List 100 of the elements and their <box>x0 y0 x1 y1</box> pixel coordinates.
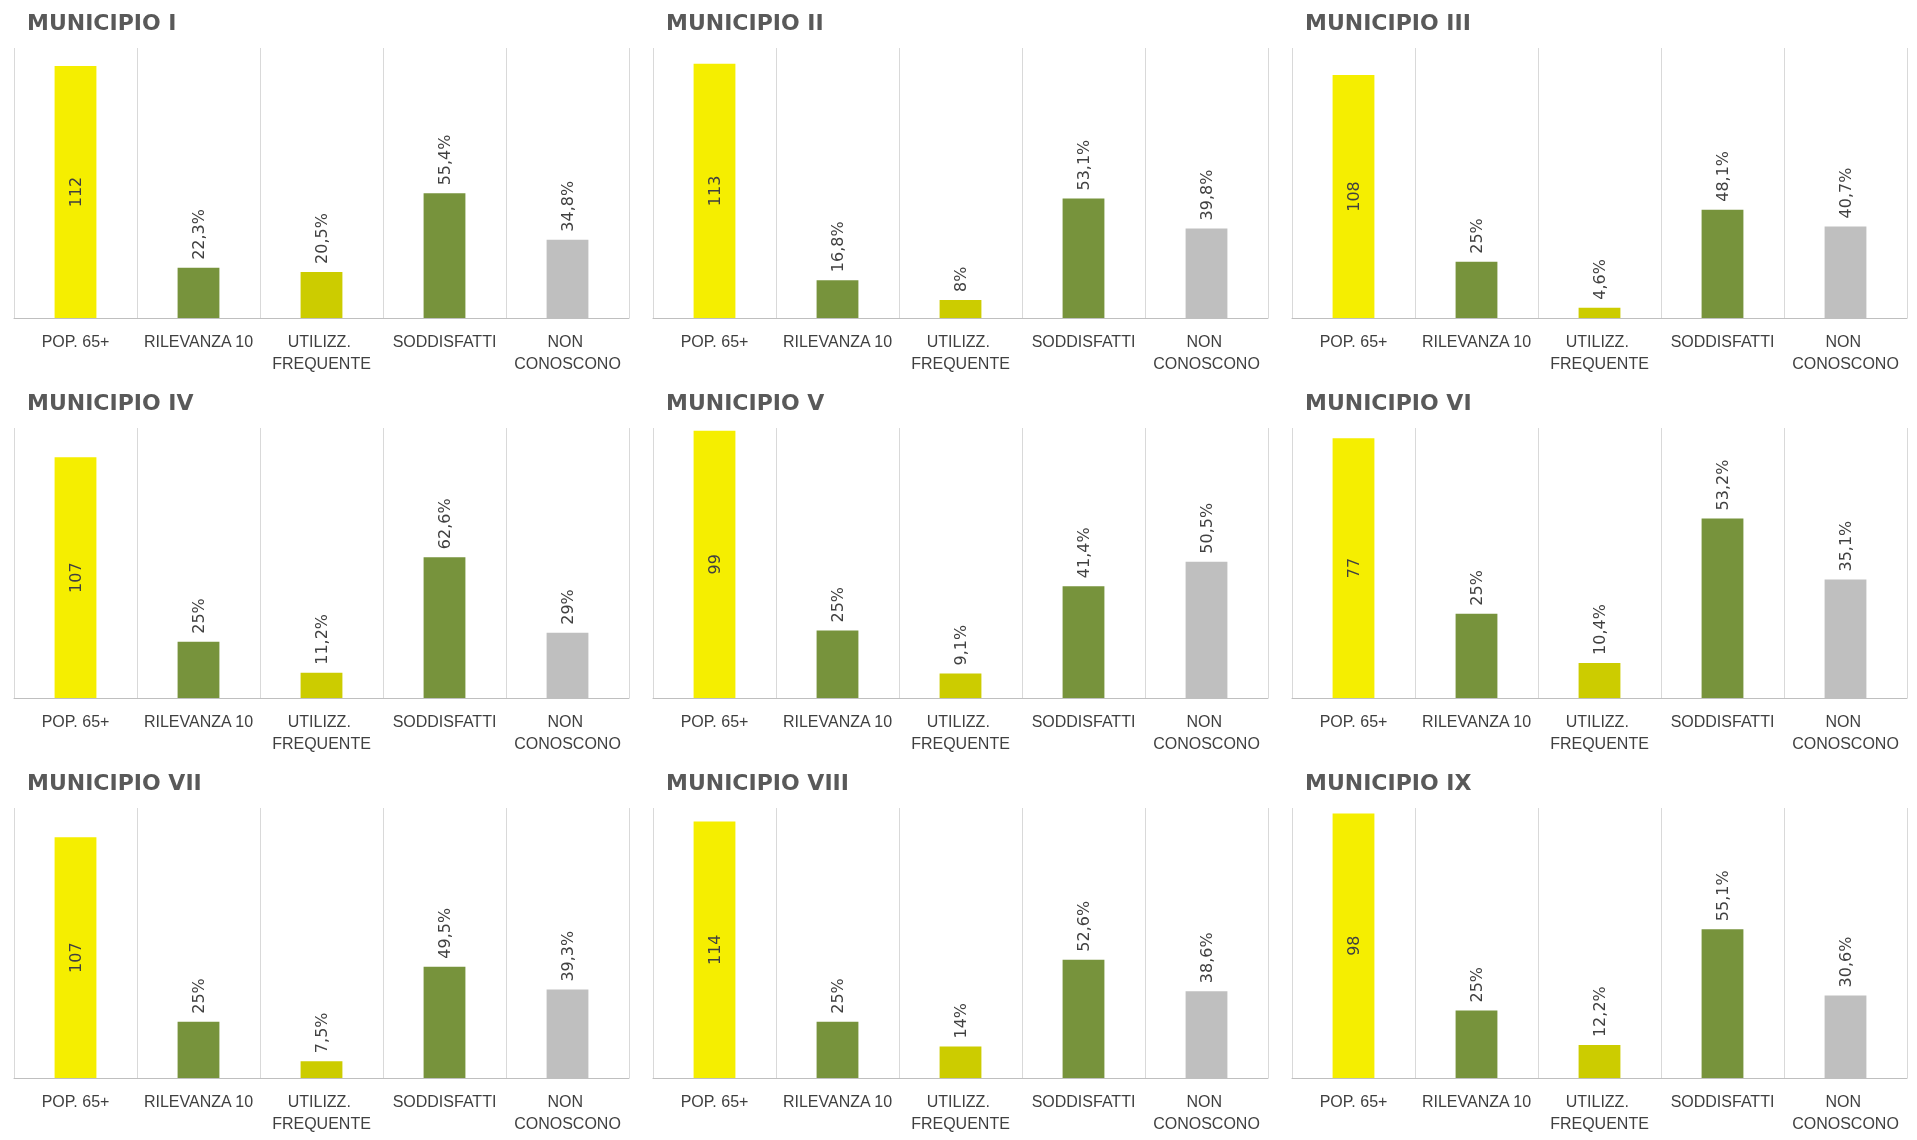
bar <box>816 280 859 318</box>
x-tick-label: POP. 65+ <box>680 712 749 730</box>
data-label: 77 <box>1344 557 1363 579</box>
x-tick-label: POP. 65+ <box>1319 332 1388 350</box>
data-label: 40,7% <box>1836 167 1855 219</box>
data-label: 48,1% <box>1713 150 1732 202</box>
data-label: 55,1% <box>1713 870 1732 922</box>
data-label: 53,1% <box>1074 139 1093 191</box>
data-label: 8% <box>951 266 970 292</box>
x-tick-label: UTILIZZ. FREQUENTE <box>911 712 1010 752</box>
bar <box>1062 959 1105 1078</box>
data-label: 98 <box>1344 935 1363 956</box>
data-label: 25% <box>828 586 847 623</box>
chart-title: MUNICIPIO IX <box>1305 769 1472 795</box>
x-tick-label: NON CONOSCONO <box>514 332 621 372</box>
x-tick-label: POP. 65+ <box>1319 1092 1388 1110</box>
data-label: 39,8% <box>1197 169 1216 221</box>
bar <box>423 193 466 318</box>
x-tick-label: RILEVANZA 10 <box>782 332 893 350</box>
bar <box>1578 1045 1621 1078</box>
x-tick-label: POP. 65+ <box>41 712 110 730</box>
data-label: 25% <box>189 598 208 634</box>
data-label: 25% <box>1467 218 1486 254</box>
x-tick-label: NON CONOSCONO <box>514 1092 621 1132</box>
bar <box>300 672 343 698</box>
chart-title: MUNICIPIO VIII <box>666 769 849 795</box>
x-tick-label: RILEVANZA 10 <box>782 1092 893 1110</box>
bar <box>816 1021 859 1078</box>
bar <box>1332 75 1375 318</box>
data-label: 35,1% <box>1836 520 1855 572</box>
bar <box>1455 613 1498 698</box>
x-tick-label: UTILIZZ. FREQUENTE <box>1550 1092 1649 1132</box>
x-tick-label: SODDISFATTI <box>1031 712 1136 730</box>
x-tick-label: RILEVANZA 10 <box>143 1092 254 1110</box>
data-label: 14% <box>951 1002 970 1039</box>
bar <box>1578 307 1621 318</box>
x-tick-label: RILEVANZA 10 <box>1421 1092 1532 1110</box>
data-label: 11,2% <box>312 613 331 665</box>
x-tick-label: SODDISFATTI <box>392 1092 497 1110</box>
x-tick-label: UTILIZZ. FREQUENTE <box>272 1092 371 1132</box>
data-label: 29% <box>558 589 577 625</box>
x-tick-label: UTILIZZ. FREQUENTE <box>1550 332 1649 372</box>
bar <box>54 457 97 698</box>
x-tick-label: SODDISFATTI <box>1031 332 1136 350</box>
data-label: 99 <box>705 554 724 575</box>
data-label: 20,5% <box>312 213 331 264</box>
bar <box>423 557 466 698</box>
x-tick-label: UTILIZZ. FREQUENTE <box>911 1092 1010 1132</box>
bar <box>939 1046 982 1078</box>
data-label: 38,6% <box>1197 932 1216 984</box>
data-label: 25% <box>1467 966 1486 1003</box>
bar <box>939 673 982 698</box>
x-tick-label: NON CONOSCONO <box>514 712 621 752</box>
data-label: 107 <box>66 562 85 593</box>
x-tick-label: SODDISFATTI <box>1670 332 1775 350</box>
x-tick-label: SODDISFATTI <box>1031 1092 1136 1110</box>
x-tick-label: SODDISFATTI <box>392 712 497 730</box>
bar <box>1701 929 1744 1078</box>
data-label: 4,6% <box>1590 258 1609 300</box>
bar <box>693 821 736 1078</box>
x-tick-label: RILEVANZA 10 <box>143 332 254 350</box>
data-label: 107 <box>66 942 85 973</box>
x-tick-label: RILEVANZA 10 <box>1421 332 1532 350</box>
bar <box>1578 662 1621 698</box>
data-label: 41,4% <box>1074 527 1093 579</box>
data-label: 114 <box>705 934 724 966</box>
data-label: 34,8% <box>558 180 577 232</box>
data-label: 108 <box>1344 181 1363 212</box>
x-tick-label: UTILIZZ. FREQUENTE <box>272 712 371 752</box>
data-label: 55,4% <box>435 134 454 186</box>
bar <box>177 267 220 318</box>
data-label: 12,2% <box>1590 986 1609 1038</box>
x-tick-label: POP. 65+ <box>41 332 110 350</box>
data-label: 50,5% <box>1197 502 1216 554</box>
chart-title: MUNICIPIO VI <box>1305 389 1472 415</box>
bar <box>1062 198 1105 318</box>
bar <box>1701 209 1744 318</box>
data-label: 113 <box>705 175 724 207</box>
x-tick-label: NON CONOSCONO <box>1792 712 1899 752</box>
x-tick-label: NON CONOSCONO <box>1792 1092 1899 1132</box>
bar <box>1455 261 1498 318</box>
chart-title: MUNICIPIO V <box>666 389 825 415</box>
data-label: 25% <box>1467 570 1486 606</box>
data-label: 30,6% <box>1836 936 1855 988</box>
x-tick-label: NON CONOSCONO <box>1153 1092 1260 1132</box>
bar <box>693 63 736 318</box>
x-tick-label: POP. 65+ <box>1319 712 1388 730</box>
bar <box>54 837 97 1078</box>
x-tick-label: POP. 65+ <box>680 1092 749 1110</box>
bar <box>1332 813 1375 1078</box>
bar <box>1455 1010 1498 1078</box>
bar <box>300 1061 343 1078</box>
chart-title: MUNICIPIO III <box>1305 9 1471 35</box>
bar <box>816 630 859 698</box>
bar <box>939 300 982 318</box>
bar <box>1332 438 1375 698</box>
data-label: 16,8% <box>828 221 847 273</box>
chart-title: MUNICIPIO II <box>666 9 824 35</box>
x-tick-label: RILEVANZA 10 <box>1421 712 1532 730</box>
data-label: 52,6% <box>1074 900 1093 952</box>
